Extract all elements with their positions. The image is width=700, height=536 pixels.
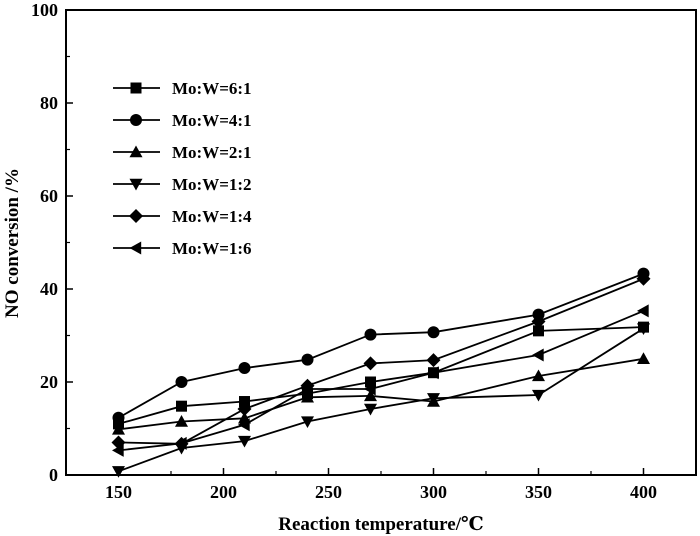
data-point bbox=[364, 403, 377, 416]
legend-marker bbox=[130, 114, 142, 126]
data-point bbox=[532, 348, 544, 362]
series-2 bbox=[112, 267, 650, 424]
data-point bbox=[532, 389, 545, 402]
legend-label: Mo:W=6:1 bbox=[172, 79, 252, 98]
plot-frame bbox=[65, 9, 697, 476]
data-point bbox=[301, 382, 313, 396]
legend-label: Mo:W=1:2 bbox=[172, 175, 252, 194]
data-point bbox=[365, 376, 376, 388]
data-point bbox=[112, 443, 124, 457]
x-tick-label: 200 bbox=[210, 482, 237, 502]
data-point bbox=[637, 323, 650, 336]
data-point bbox=[301, 353, 314, 366]
data-point bbox=[426, 353, 441, 368]
legend-label: Mo:W=1:6 bbox=[172, 239, 252, 258]
data-point bbox=[112, 466, 125, 478]
series-4 bbox=[112, 323, 650, 478]
series-6 bbox=[112, 304, 649, 457]
series-3 bbox=[112, 352, 650, 435]
x-tick-label: 400 bbox=[630, 482, 657, 502]
data-point bbox=[364, 382, 376, 396]
data-point bbox=[238, 418, 250, 432]
data-point bbox=[175, 436, 187, 450]
data-point bbox=[175, 415, 188, 427]
data-point bbox=[176, 400, 187, 412]
series-line bbox=[118, 326, 644, 425]
y-tick-label: 40 bbox=[40, 279, 58, 299]
legend-label: Mo:W=4:1 bbox=[172, 111, 252, 130]
data-point bbox=[532, 369, 545, 382]
y-tick-label: 60 bbox=[40, 186, 58, 206]
series-line bbox=[118, 277, 644, 445]
legend-marker bbox=[129, 241, 142, 255]
legend-marker bbox=[129, 209, 143, 223]
data-point bbox=[112, 411, 125, 424]
y-tick-label: 0 bbox=[49, 465, 58, 485]
series-line bbox=[118, 310, 644, 452]
legend-item: Mo:W=1:6 bbox=[113, 239, 252, 258]
legend-label: Mo:W=2:1 bbox=[172, 143, 252, 162]
data-point bbox=[427, 326, 440, 339]
x-tick-label: 250 bbox=[315, 482, 342, 502]
data-point bbox=[533, 325, 544, 337]
data-point bbox=[301, 390, 314, 403]
data-point bbox=[636, 271, 651, 286]
data-point bbox=[427, 366, 439, 380]
legend-item: Mo:W=4:1 bbox=[113, 111, 252, 130]
x-tick-label: 300 bbox=[420, 482, 447, 502]
x-axis-title: Reaction temperature/℃ bbox=[278, 514, 484, 535]
series-line bbox=[118, 327, 644, 473]
x-tick-label: 350 bbox=[525, 482, 552, 502]
data-point bbox=[238, 362, 251, 375]
x-tick-label: 150 bbox=[105, 482, 132, 502]
series-5 bbox=[111, 271, 651, 451]
data-point bbox=[531, 314, 546, 329]
y-tick-label: 20 bbox=[40, 372, 58, 392]
data-point bbox=[637, 304, 649, 318]
y-tick-label: 80 bbox=[40, 93, 58, 113]
legend-marker bbox=[129, 145, 143, 158]
y-tick-label: 100 bbox=[31, 0, 58, 20]
legend-label: Mo:W=1:4 bbox=[172, 207, 252, 226]
legend-item: Mo:W=1:2 bbox=[113, 175, 252, 194]
data-point bbox=[238, 435, 251, 448]
data-point bbox=[364, 328, 377, 341]
data-point bbox=[364, 389, 377, 402]
data-point bbox=[363, 356, 378, 371]
series-layer bbox=[111, 267, 651, 478]
y-axis-title: NO conversion /% bbox=[2, 168, 23, 318]
series-line bbox=[118, 357, 644, 431]
data-point bbox=[112, 422, 125, 435]
legend-marker bbox=[130, 82, 142, 94]
data-point bbox=[427, 393, 440, 405]
legend: Mo:W=6:1 Mo:W=4:1 Mo:W=2:1 Mo:W=1:2 Mo:W=1:4… bbox=[113, 79, 252, 258]
legend-item: Mo:W=6:1 bbox=[113, 79, 252, 98]
legend-item: Mo:W=1:4 bbox=[113, 207, 252, 226]
data-point bbox=[301, 416, 314, 429]
data-point bbox=[175, 376, 188, 388]
legend-item: Mo:W=2:1 bbox=[113, 143, 252, 162]
data-point bbox=[637, 352, 650, 364]
data-point bbox=[239, 396, 250, 408]
axis-ticks: 150 200 250 300 350 400 0 20 40 60 80 100 bbox=[31, 0, 657, 502]
data-point bbox=[237, 401, 252, 416]
legend-marker bbox=[129, 178, 143, 191]
series-line bbox=[118, 272, 644, 419]
